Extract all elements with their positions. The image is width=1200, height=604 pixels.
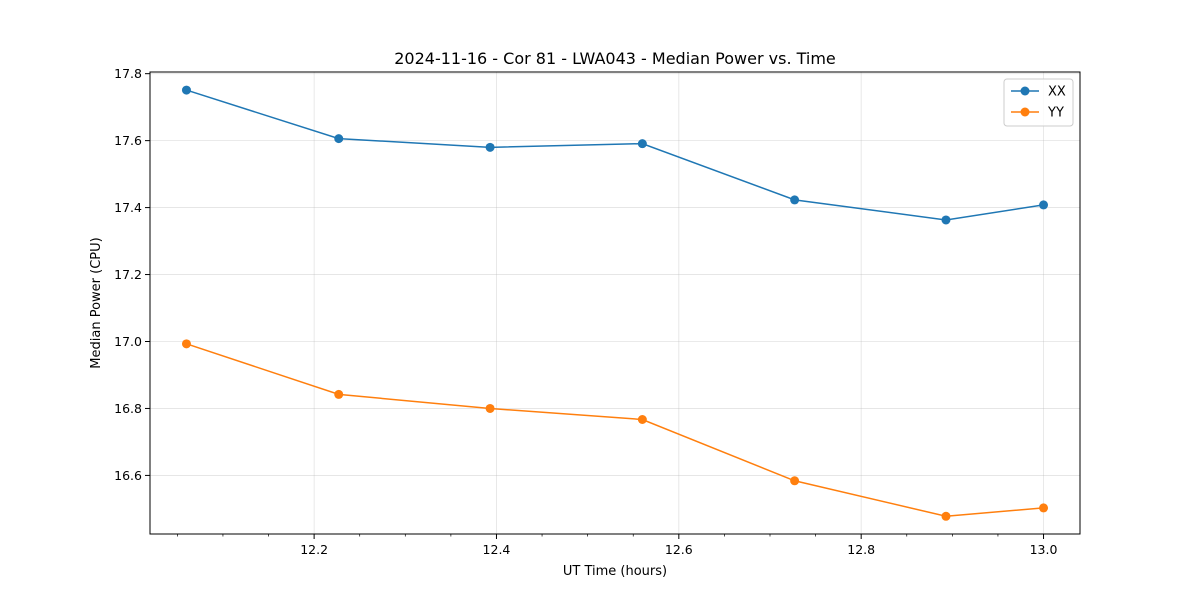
y-tick-label: 16.8 <box>114 401 142 416</box>
tick-layer: 12.2 12.4 12.6 12.8 13.0 16.6 16.8 17.0 17.2 17.4… <box>114 66 1057 557</box>
y-tick-label: 17.2 <box>114 267 142 282</box>
x-tick-label: 13.0 <box>1030 542 1058 557</box>
series-xx-point <box>1039 200 1049 210</box>
series-layer <box>181 85 1049 521</box>
y-axis-label: Median Power (CPU) <box>89 237 104 368</box>
chart-title: 2024-11-16 - Cor 81 - LWA043 - Median Po… <box>394 49 836 68</box>
series-yy-point <box>790 476 800 486</box>
series-yy-point <box>485 403 495 413</box>
plot-area-frame <box>149 71 1081 535</box>
y-tick-label: 17.0 <box>114 334 142 349</box>
legend-yy-label: YY <box>1047 106 1064 121</box>
y-tick-label: 17.6 <box>114 133 142 148</box>
y-tick-label: 16.6 <box>114 468 142 483</box>
x-tick-label: 12.8 <box>847 542 875 557</box>
legend: XX YY <box>1003 78 1074 127</box>
series-xx-point <box>790 195 800 205</box>
series-xx-point <box>334 134 344 144</box>
x-tick-label: 12.4 <box>483 542 511 557</box>
series-yy-point <box>1039 503 1049 513</box>
series-yy-point <box>637 415 647 425</box>
legend-xx-label: XX <box>1048 85 1066 100</box>
x-tick-label: 12.6 <box>665 542 693 557</box>
series-xx-point <box>941 215 951 225</box>
series-xx-point <box>637 139 647 149</box>
x-axis-label: UT Time (hours) <box>563 564 667 579</box>
series-yy-point <box>941 511 951 521</box>
grid-layer <box>150 72 1080 534</box>
y-tick-label: 17.4 <box>114 200 142 215</box>
legend-yy-marker <box>1020 107 1030 117</box>
series-yy-point <box>334 389 344 399</box>
x-tick-label: 12.2 <box>300 542 328 557</box>
series-yy-point <box>181 339 191 349</box>
legend-xx-marker <box>1020 86 1030 96</box>
y-tick-label: 17.8 <box>114 66 142 81</box>
series-xx-point <box>485 142 495 152</box>
series-xx-point <box>181 85 191 95</box>
